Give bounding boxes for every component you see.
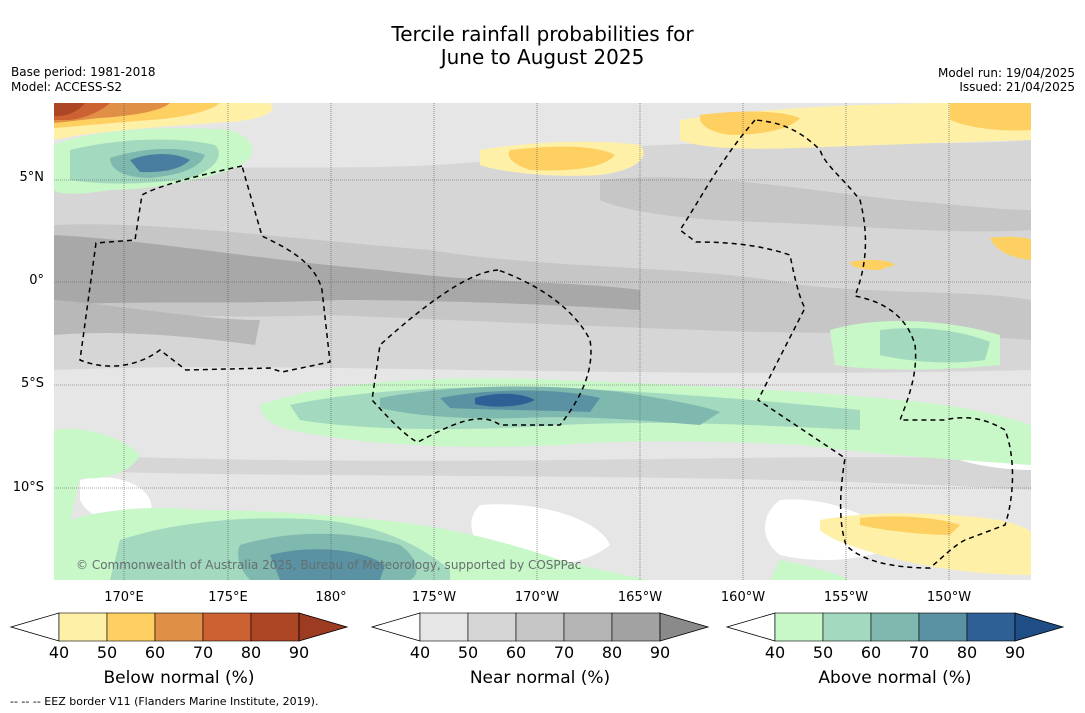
colorbar-tick: 40 bbox=[39, 643, 79, 662]
colorbar-above-normal bbox=[727, 613, 1063, 641]
eez-legend-footer: -- -- -- EEZ border V11 (Flanders Marine… bbox=[10, 695, 318, 708]
colorbar-tick: 70 bbox=[899, 643, 939, 662]
colorbar-tick: 90 bbox=[279, 643, 319, 662]
lon-label: 170°E bbox=[89, 590, 159, 605]
rainfall-probability-map bbox=[0, 0, 1085, 713]
lon-label: 180° bbox=[296, 590, 366, 605]
colorbar-tick: 60 bbox=[135, 643, 175, 662]
colorbar-label-below-normal: Below normal (%) bbox=[59, 668, 299, 688]
lon-label: 175°E bbox=[193, 590, 263, 605]
lat-label: 5°N bbox=[4, 170, 44, 185]
colorbar-below-normal bbox=[11, 613, 347, 641]
colorbar-tick: 50 bbox=[87, 643, 127, 662]
lon-label: 170°W bbox=[502, 590, 572, 605]
lon-label: 165°W bbox=[605, 590, 675, 605]
colorbar-near-normal bbox=[372, 613, 708, 641]
lon-label: 160°W bbox=[708, 590, 778, 605]
copyright-text: © Commonwealth of Australia 2025, Bureau… bbox=[76, 558, 581, 572]
colorbar-tick: 80 bbox=[592, 643, 632, 662]
colorbar-tick: 40 bbox=[400, 643, 440, 662]
colorbar-tick: 50 bbox=[448, 643, 488, 662]
colorbar-tick: 70 bbox=[544, 643, 584, 662]
colorbar-label-near-normal: Near normal (%) bbox=[420, 668, 660, 688]
lon-label: 155°W bbox=[811, 590, 881, 605]
colorbar-tick: 80 bbox=[947, 643, 987, 662]
colorbar-label-above-normal: Above normal (%) bbox=[775, 668, 1015, 688]
lon-label: 175°W bbox=[399, 590, 469, 605]
lat-label: 10°S bbox=[4, 480, 44, 495]
colorbar-tick: 90 bbox=[640, 643, 680, 662]
colorbar-tick: 40 bbox=[755, 643, 795, 662]
colorbar-tick: 70 bbox=[183, 643, 223, 662]
lat-label: 5°S bbox=[4, 376, 44, 391]
map-field bbox=[54, 103, 1031, 580]
colorbar-tick: 90 bbox=[995, 643, 1035, 662]
colorbar-tick: 80 bbox=[231, 643, 271, 662]
colorbar-tick: 50 bbox=[803, 643, 843, 662]
colorbar-tick: 60 bbox=[496, 643, 536, 662]
lon-label: 150°W bbox=[914, 590, 984, 605]
lat-label: 0° bbox=[4, 273, 44, 288]
colorbar-tick: 60 bbox=[851, 643, 891, 662]
